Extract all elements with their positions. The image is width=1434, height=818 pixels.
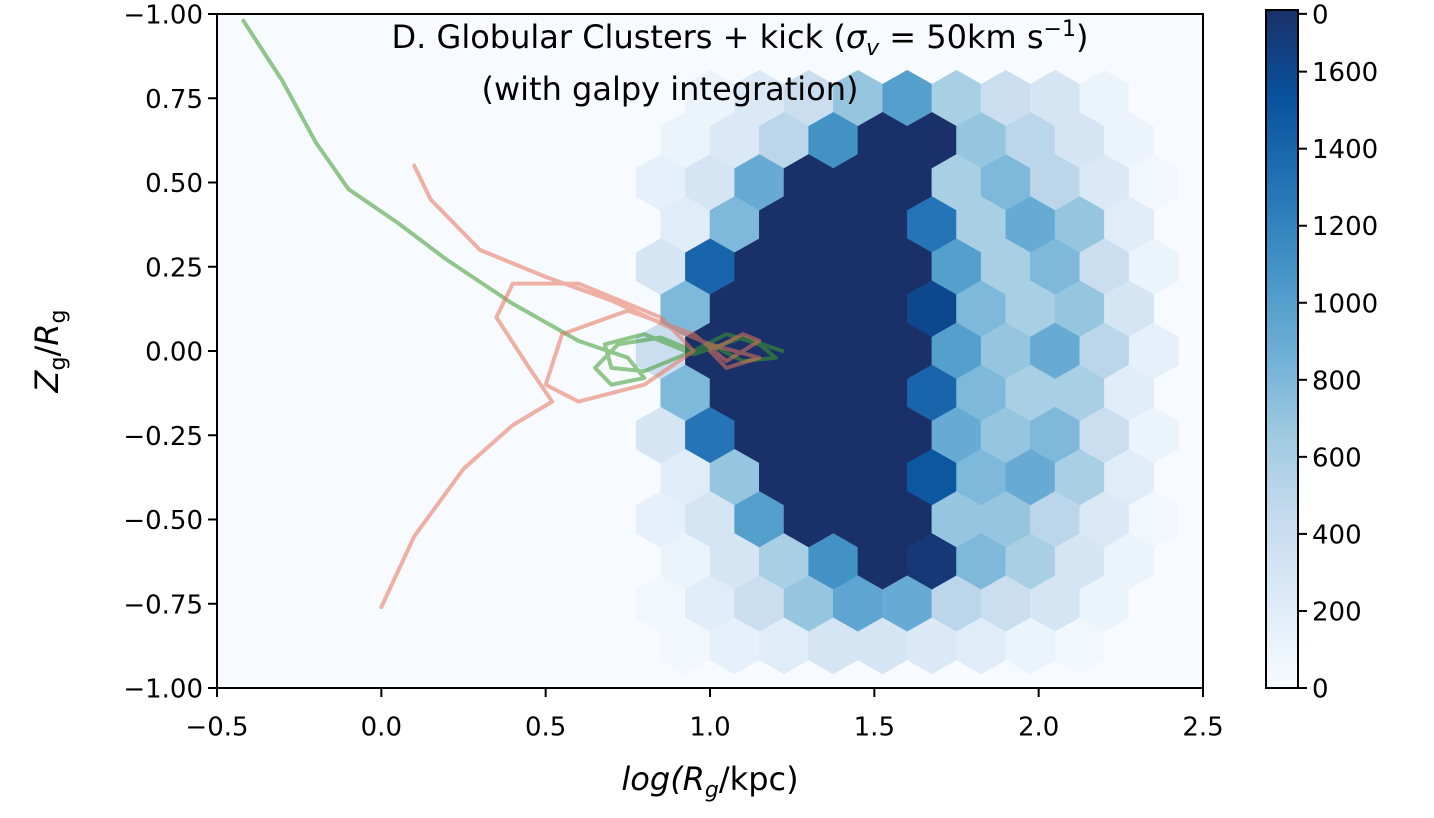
- y-tick-label: 0.50: [145, 169, 203, 199]
- x-tick-label: 1.5: [854, 713, 895, 743]
- title-part: −1: [1044, 17, 1076, 42]
- colorbar-tick-label: 800: [1312, 366, 1362, 396]
- orbit-line: [241, 18, 785, 387]
- colorbar-tick-label: 0: [1312, 0, 1329, 30]
- x-axis-label: log(Rg/kpc): [621, 760, 798, 803]
- y-tick-label: −1.00: [123, 1, 203, 31]
- hex-cell: [1104, 617, 1154, 675]
- x-tick-label: 1.0: [689, 713, 730, 743]
- y-tick-label: −0.25: [123, 422, 203, 452]
- colorbar: [1265, 9, 1299, 689]
- y-tick-label: −0.75: [123, 590, 203, 620]
- ylabel-part: R: [28, 324, 66, 346]
- y-tick-label: −1.00: [123, 675, 203, 705]
- title-part: = 50km s: [879, 18, 1043, 56]
- chart-subtitle: (with galpy integration): [481, 70, 858, 108]
- axes: −0.5 0.0 0.5 1.0 1.5 2.0 2.5 −1.00 −0.75 −0.50 −0.…: [123, 1, 1223, 743]
- colorbar-axis: 0 200 400 600 800 1000 1200 1400 1600 0: [1298, 0, 1378, 705]
- chart-title: D. Globular Clusters + kick (σv = 50km s…: [392, 17, 1089, 61]
- xlabel-part: log(: [621, 760, 684, 798]
- colorbar-tick-label: 200: [1312, 597, 1362, 627]
- colorbar-tick-label: 400: [1312, 520, 1362, 550]
- colorbar-tick-label: 1000: [1312, 289, 1378, 319]
- ylabel-part: Z: [28, 369, 66, 393]
- xlabel-part: /kpc): [719, 760, 799, 798]
- colorbar-tick-label: 1400: [1312, 135, 1378, 165]
- xlabel-part: g: [705, 778, 719, 803]
- title-part: ): [1076, 18, 1088, 56]
- xlabel-part: R: [683, 760, 705, 798]
- hexbin-layer: [635, 69, 1179, 675]
- colorbar-tick-label: 1600: [1312, 58, 1378, 88]
- title-part: σ: [846, 18, 868, 56]
- y-tick-label: 0.25: [145, 253, 203, 283]
- y-axis-label: Zg/Rg: [28, 310, 71, 394]
- y-tick-label: 0.00: [145, 338, 203, 368]
- ylabel-part: g: [46, 357, 71, 371]
- y-tick-label: 0.75: [145, 85, 203, 115]
- ylabel-part: g: [46, 310, 71, 324]
- x-tick-label: 2.0: [1018, 713, 1059, 743]
- colorbar-tick-label: 0: [1312, 675, 1329, 705]
- x-tick-label: 2.5: [1182, 713, 1223, 743]
- orbit-layer: [241, 18, 785, 610]
- x-tick-label: −0.5: [185, 713, 248, 743]
- y-tick-label: −0.50: [123, 506, 203, 536]
- colorbar-tick-label: 1200: [1312, 212, 1378, 242]
- x-tick-label: 0.0: [361, 713, 402, 743]
- orbit-line: [379, 163, 762, 610]
- title-part: D. Globular Clusters + kick (: [392, 18, 846, 56]
- x-tick-label: 0.5: [525, 713, 566, 743]
- ylabel-part: /: [28, 346, 66, 357]
- title-part: v: [866, 36, 880, 61]
- colorbar-tick-label: 600: [1312, 443, 1362, 473]
